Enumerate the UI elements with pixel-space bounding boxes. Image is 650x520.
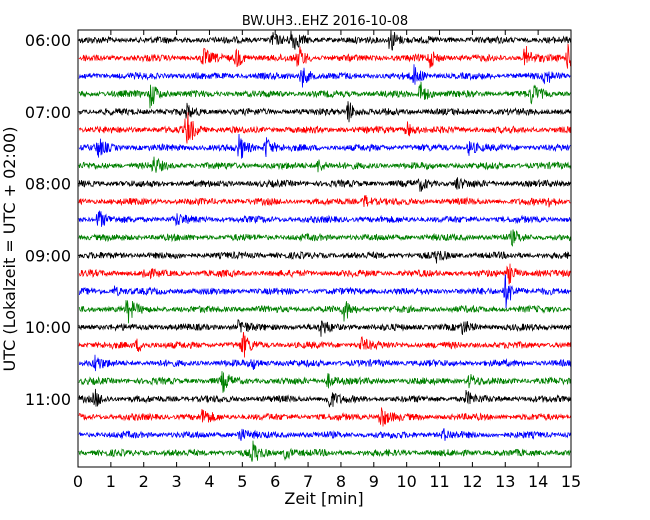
x-tick-label: 14 bbox=[528, 472, 548, 491]
trace-line bbox=[78, 274, 571, 309]
trace-line bbox=[78, 156, 571, 173]
trace-line bbox=[78, 112, 571, 144]
trace-21 bbox=[78, 407, 571, 427]
x-tick-label: 11 bbox=[429, 472, 449, 491]
y-tick-label: 09:00 bbox=[25, 246, 71, 265]
trace-1 bbox=[78, 43, 571, 69]
trace-2 bbox=[78, 64, 571, 88]
trace-14 bbox=[78, 274, 571, 309]
trace-11 bbox=[78, 229, 571, 247]
x-tick-label: 10 bbox=[396, 472, 416, 491]
trace-line bbox=[78, 388, 571, 408]
trace-7 bbox=[78, 156, 571, 173]
trace-6 bbox=[78, 133, 571, 159]
trace-line bbox=[78, 371, 571, 393]
trace-8 bbox=[78, 177, 571, 192]
y-tick-label: 10:00 bbox=[25, 318, 71, 337]
x-axis-label: Zeit [min] bbox=[284, 489, 363, 508]
x-tick-label: 8 bbox=[336, 472, 346, 491]
trace-4 bbox=[78, 101, 571, 123]
x-tick-label: 13 bbox=[495, 472, 515, 491]
trace-17 bbox=[78, 331, 571, 358]
trace-18 bbox=[78, 354, 571, 372]
trace-line bbox=[78, 300, 571, 324]
trace-line bbox=[78, 407, 571, 427]
x-tick-label: 3 bbox=[172, 472, 182, 491]
x-tick-label: 1 bbox=[106, 472, 116, 491]
trace-0 bbox=[78, 29, 571, 51]
trace-line bbox=[78, 440, 571, 462]
x-tick-label: 7 bbox=[303, 472, 313, 491]
y-axis-label: UTC (Lokalzeit = UTC + 02:00) bbox=[0, 127, 19, 372]
x-tick-label: 15 bbox=[561, 472, 581, 491]
trace-line bbox=[78, 263, 571, 285]
trace-line bbox=[78, 64, 571, 88]
trace-line bbox=[78, 210, 571, 227]
trace-line bbox=[78, 354, 571, 372]
x-tick-label: 12 bbox=[462, 472, 482, 491]
x-tick-label: 6 bbox=[270, 472, 280, 491]
trace-19 bbox=[78, 371, 571, 393]
x-tick-label: 9 bbox=[369, 472, 379, 491]
trace-line bbox=[78, 29, 571, 51]
trace-23 bbox=[78, 440, 571, 462]
x-axis: 0 1 2 3 4 5 6 7 8 9 10 11 12 13 14 15 bbox=[73, 30, 581, 491]
trace-9 bbox=[78, 194, 571, 208]
trace-line bbox=[78, 428, 571, 441]
trace-line bbox=[78, 133, 571, 159]
x-tick-label: 0 bbox=[73, 472, 83, 491]
y-tick-label: 08:00 bbox=[25, 175, 71, 194]
trace-20 bbox=[78, 388, 571, 408]
trace-line bbox=[78, 229, 571, 247]
trace-3 bbox=[78, 81, 571, 109]
trace-line bbox=[78, 81, 571, 109]
trace-line bbox=[78, 43, 571, 69]
trace-10 bbox=[78, 210, 571, 227]
trace-12 bbox=[78, 250, 571, 264]
chart-title: BW.UH3..EHZ 2016-10-08 bbox=[242, 14, 408, 29]
trace-line bbox=[78, 250, 571, 264]
trace-line bbox=[78, 331, 571, 358]
y-tick-label: 07:00 bbox=[25, 103, 71, 122]
trace-13 bbox=[78, 263, 571, 285]
trace-15 bbox=[78, 300, 571, 324]
trace-22 bbox=[78, 428, 571, 441]
trace-5 bbox=[78, 112, 571, 144]
trace-line bbox=[78, 101, 571, 123]
x-tick-label: 2 bbox=[139, 472, 149, 491]
x-tick-label: 4 bbox=[204, 472, 214, 491]
trace-group bbox=[78, 29, 571, 462]
trace-line bbox=[78, 177, 571, 192]
y-axis: 06:00 07:00 08:00 09:00 10:00 11:00 bbox=[25, 31, 571, 409]
trace-16 bbox=[78, 319, 571, 337]
y-tick-label: 06:00 bbox=[25, 31, 71, 50]
x-tick-label: 5 bbox=[237, 472, 247, 491]
plot-frame bbox=[77, 29, 572, 468]
trace-line bbox=[78, 194, 571, 208]
trace-line bbox=[78, 319, 571, 337]
y-tick-label: 11:00 bbox=[25, 390, 71, 409]
